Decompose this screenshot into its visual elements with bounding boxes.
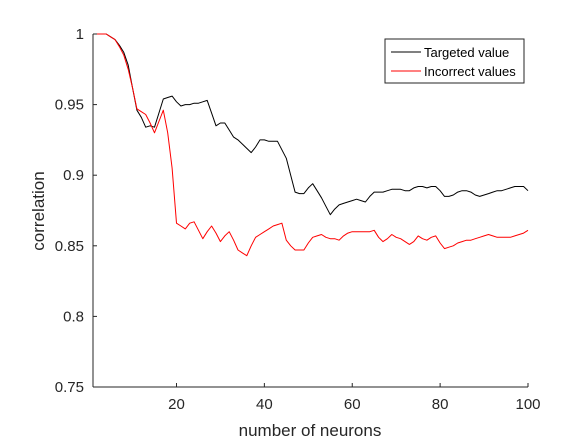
legend-box [384,38,525,84]
x-tick-label: 80 [432,396,449,413]
legend: Targeted value Incorrect values [384,38,525,84]
x-axis-label: number of neurons [239,421,382,440]
ticks-layer: 20 40 60 80 100 0.75 0.8 0.85 0.9 0.95 1 [55,26,541,413]
x-tick-label: 100 [515,396,540,413]
y-tick-label: 1 [76,26,84,43]
y-tick-label: 0.75 [55,379,84,396]
series-line-targeted-value [93,33,529,216]
series-line-incorrect-values [93,33,529,257]
axes-layer [92,34,528,388]
series-layer [93,33,529,257]
y-tick-label: 0.8 [63,308,84,325]
legend-label-incorrect-values: Incorrect values [424,64,516,79]
y-tick-label: 0.95 [55,97,84,114]
y-tick-label: 0.9 [63,167,84,184]
x-tick-label: 40 [256,396,273,413]
y-tick-label: 0.85 [55,238,84,255]
legend-label-targeted-value: Targeted value [424,45,509,60]
x-tick-label: 60 [344,396,361,413]
x-tick-label: 20 [168,396,185,413]
y-axis-label: correlation [29,171,48,250]
